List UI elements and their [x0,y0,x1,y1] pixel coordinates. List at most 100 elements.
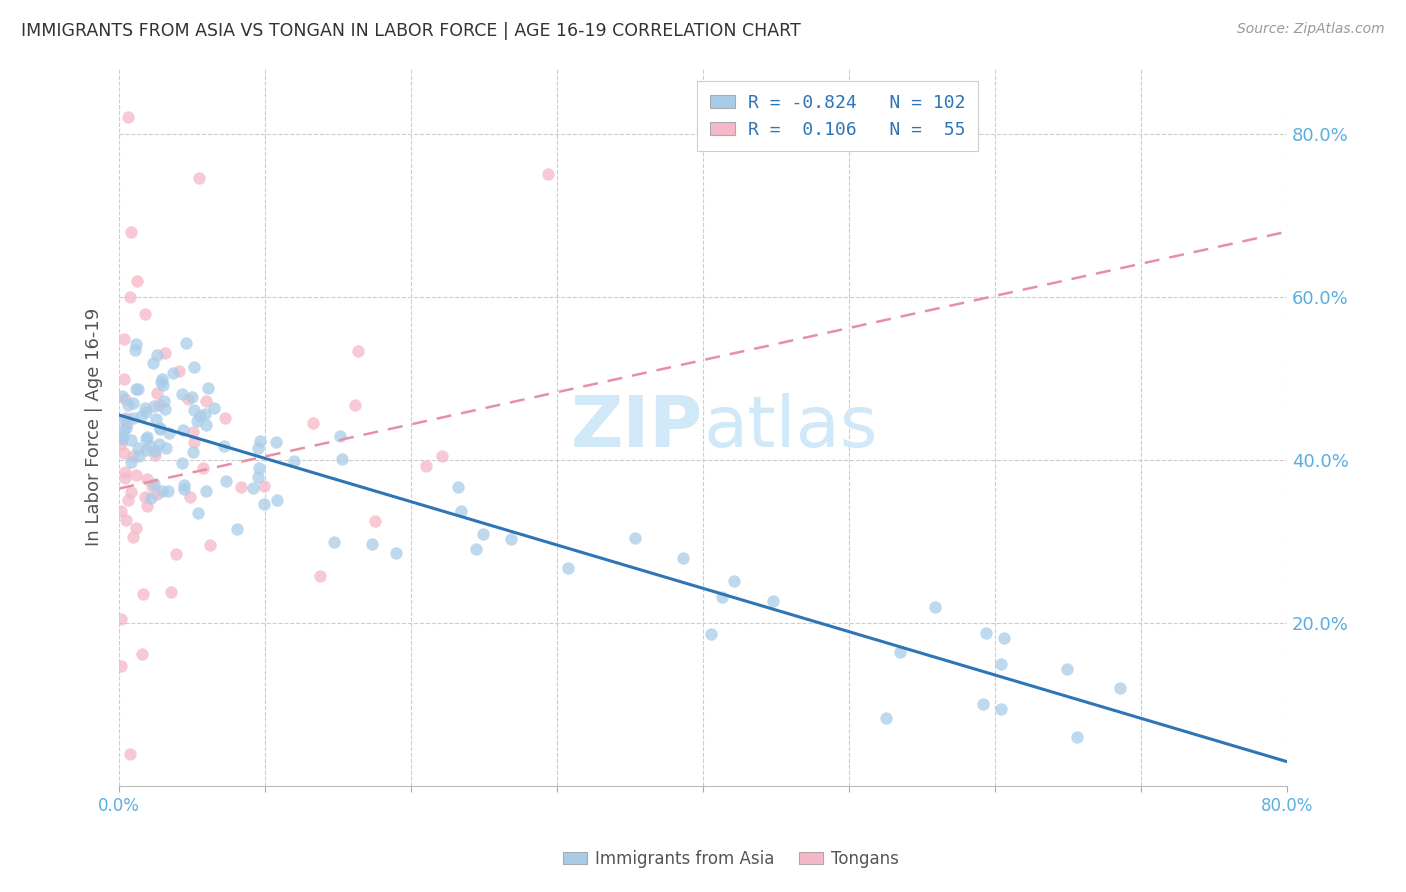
Point [537,167,560,181]
Point [152,377,174,392]
Point [202,401,225,415]
Point [155,441,177,455]
Point [114,471,136,485]
Point [121,530,143,544]
Point [149,422,172,436]
Point [225,523,247,537]
Point [124,343,146,357]
Point [465,542,488,557]
Point [150,375,173,389]
Point [180,390,202,404]
Point [993,631,1015,645]
Point [129,409,152,424]
Point [450,504,472,518]
Point [252,479,274,493]
Point [170,456,193,470]
Point [557,560,579,574]
Point [124,521,146,535]
Point [242,482,264,496]
Legend: Immigrants from Asia, Tongans: Immigrants from Asia, Tongans [557,844,905,875]
Point [114,465,136,479]
Point [149,420,172,434]
Point [723,574,745,589]
Point [110,437,132,451]
Point [121,450,143,464]
Point [127,382,149,396]
Point [188,170,211,185]
Point [157,483,180,498]
Point [194,408,217,422]
Point [1056,661,1078,675]
Point [115,513,138,527]
Point [499,532,522,546]
Point [150,372,173,386]
Point [134,401,156,415]
Point [120,433,142,447]
Point [889,644,911,658]
Point [134,308,156,322]
Point [139,491,162,505]
Point [111,389,134,403]
Point [120,485,142,500]
Point [197,381,219,395]
Point [385,546,408,560]
Point [114,392,136,406]
Point [214,474,236,488]
Point [323,535,346,549]
Point [118,747,141,761]
Point [330,451,353,466]
Point [183,445,205,459]
Point [165,547,187,561]
Point [114,421,136,435]
Legend: R = -0.824   N = 102, R =  0.106   N =  55: R = -0.824 N = 102, R = 0.106 N = 55 [697,81,977,152]
Point [155,346,177,360]
Point [139,438,162,452]
Point [875,711,897,725]
Text: IMMIGRANTS FROM ASIA VS TONGAN IN LABOR FORCE | AGE 16-19 CORRELATION CHART: IMMIGRANTS FROM ASIA VS TONGAN IN LABOR … [21,22,801,40]
Point [700,627,723,641]
Point [183,360,205,375]
Point [148,437,170,451]
Point [177,392,200,407]
Point [246,441,269,455]
Point [1108,681,1130,696]
Point [127,441,149,455]
Point [266,492,288,507]
Point [136,430,159,444]
Point [1066,730,1088,744]
Point [329,429,352,443]
Point [170,387,193,401]
Point [135,442,157,457]
Point [125,468,148,483]
Point [974,625,997,640]
Point [135,500,157,514]
Point [117,111,139,125]
Point [172,424,194,438]
Point [229,480,252,494]
Point [160,585,183,599]
Point [181,425,204,440]
Point [120,455,142,469]
Point [112,333,135,347]
Point [153,402,176,417]
Point [471,526,494,541]
Point [134,490,156,504]
Point [186,414,208,428]
Point [120,225,142,239]
Point [146,348,169,362]
Point [141,478,163,492]
Point [125,337,148,351]
Point [990,702,1012,716]
Point [143,477,166,491]
Text: atlas: atlas [703,392,877,462]
Point [120,290,142,304]
Point [110,504,132,518]
Point [112,412,135,426]
Point [252,497,274,511]
Point [110,612,132,626]
Point [125,274,148,288]
Point [194,418,217,433]
Point [136,472,159,486]
Point [200,538,222,552]
Point [447,480,470,494]
